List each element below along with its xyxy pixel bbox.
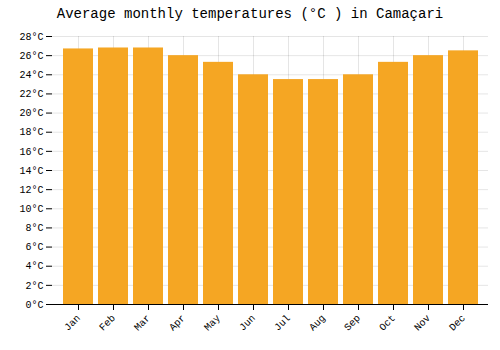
svg-text:May: May xyxy=(202,313,223,334)
svg-text:28°C: 28°C xyxy=(19,32,43,43)
svg-text:12°C: 12°C xyxy=(19,185,43,196)
svg-text:Aug: Aug xyxy=(307,313,328,334)
svg-text:8°C: 8°C xyxy=(25,223,43,234)
svg-text:Apr: Apr xyxy=(167,313,188,334)
svg-text:Oct: Oct xyxy=(377,313,398,334)
svg-text:0°C: 0°C xyxy=(25,300,43,311)
html-text:Average monthly temperatures (: Average monthly temperatures (°C ) in Ca… xyxy=(56,6,444,22)
svg-text:26°C: 26°C xyxy=(19,51,43,62)
svg-text:22°C: 22°C xyxy=(19,89,43,100)
svg-text:4°C: 4°C xyxy=(25,261,43,272)
svg-text:Mar: Mar xyxy=(132,313,153,334)
svg-text:Nov: Nov xyxy=(412,313,433,334)
svg-text:2°C: 2°C xyxy=(25,281,43,292)
svg-text:18°C: 18°C xyxy=(19,127,43,138)
svg-text:16°C: 16°C xyxy=(19,147,43,158)
svg-text:Dec: Dec xyxy=(447,313,468,334)
svg-text:6°C: 6°C xyxy=(25,242,43,253)
svg-text:Jan: Jan xyxy=(62,313,83,334)
svg-text:Feb: Feb xyxy=(97,313,118,334)
svg-text:24°C: 24°C xyxy=(19,70,43,81)
svg-text:Jun: Jun xyxy=(237,313,258,334)
svg-text:20°C: 20°C xyxy=(19,108,43,119)
svg-text:10°C: 10°C xyxy=(19,204,43,215)
svg-text:14°C: 14°C xyxy=(19,166,43,177)
svg-text:Sep: Sep xyxy=(342,313,363,334)
svg-text:Jul: Jul xyxy=(272,313,293,334)
